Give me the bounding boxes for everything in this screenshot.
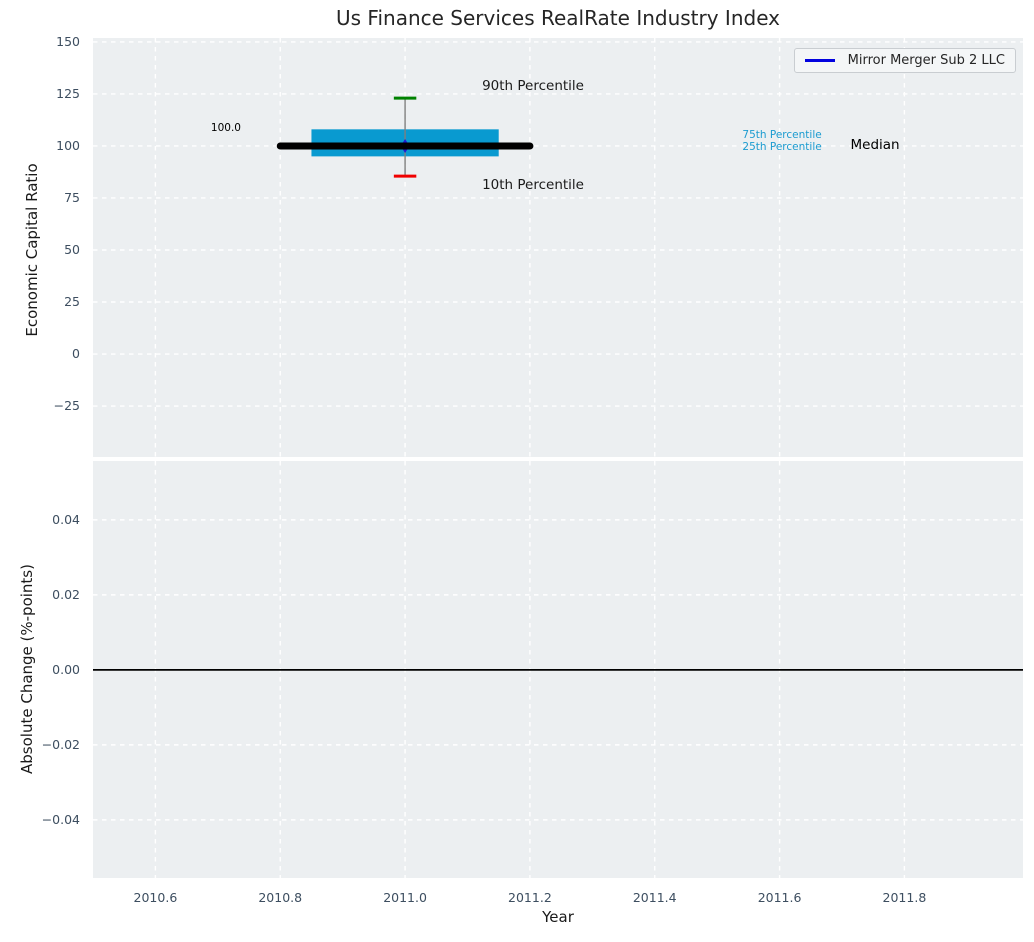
annotation-25th-percentile: 25th Percentile — [742, 141, 822, 153]
x-tick-label: 2010.8 — [258, 890, 303, 905]
annotation-median: Median — [850, 137, 900, 154]
y-tick-label: 0.02 — [52, 586, 80, 602]
annotation-100-0: 100.0 — [210, 122, 241, 135]
x-tick-label: 2011.4 — [632, 890, 677, 905]
x-tick-label: 2011.2 — [508, 890, 552, 905]
y-tick-label: 150 — [56, 33, 80, 49]
chart-title: Us Finance Services RealRate Industry In… — [336, 6, 780, 30]
bottom-plot-canvas — [93, 461, 1023, 878]
y-tick-label: 0.00 — [52, 661, 80, 677]
annotation-75th-percentile: 75th Percentile — [742, 129, 822, 142]
top-plot-canvas — [93, 38, 1023, 457]
y-tick-label: −25 — [53, 398, 80, 414]
x-axis-label: Year — [542, 908, 574, 926]
y-tick-label: 0 — [72, 346, 80, 362]
bottom-axes — [93, 461, 1023, 878]
bottom-y-axis-label: Absolute Change (%-points) — [18, 564, 36, 774]
top-y-axis-label: Economic Capital Ratio — [23, 163, 41, 337]
annotation-90th-percentile: 90th Percentile — [482, 78, 584, 95]
x-tick-label: 2011.8 — [882, 890, 927, 905]
y-tick-label: 100 — [56, 137, 80, 153]
legend-line-sample-icon — [804, 59, 835, 62]
x-tick-label: 2011.0 — [383, 890, 427, 905]
x-tick-label: 2010.6 — [133, 890, 178, 905]
y-tick-label: 125 — [56, 85, 80, 101]
y-tick-label: 75 — [64, 189, 80, 205]
y-tick-label: 50 — [64, 241, 80, 257]
x-tick-label: 2011.6 — [757, 890, 802, 905]
y-tick-label: 25 — [64, 294, 80, 309]
legend-label: Mirror Merger Sub 2 LLC — [847, 53, 1005, 68]
y-tick-label: −0.04 — [41, 811, 80, 827]
y-tick-label: −0.02 — [41, 736, 80, 752]
top-axes: Mirror Merger Sub 2 LLC — [93, 38, 1023, 457]
legend: Mirror Merger Sub 2 LLC — [793, 48, 1016, 73]
y-tick-label: 0.04 — [52, 511, 80, 527]
annotation-10th-percentile: 10th Percentile — [482, 176, 584, 193]
